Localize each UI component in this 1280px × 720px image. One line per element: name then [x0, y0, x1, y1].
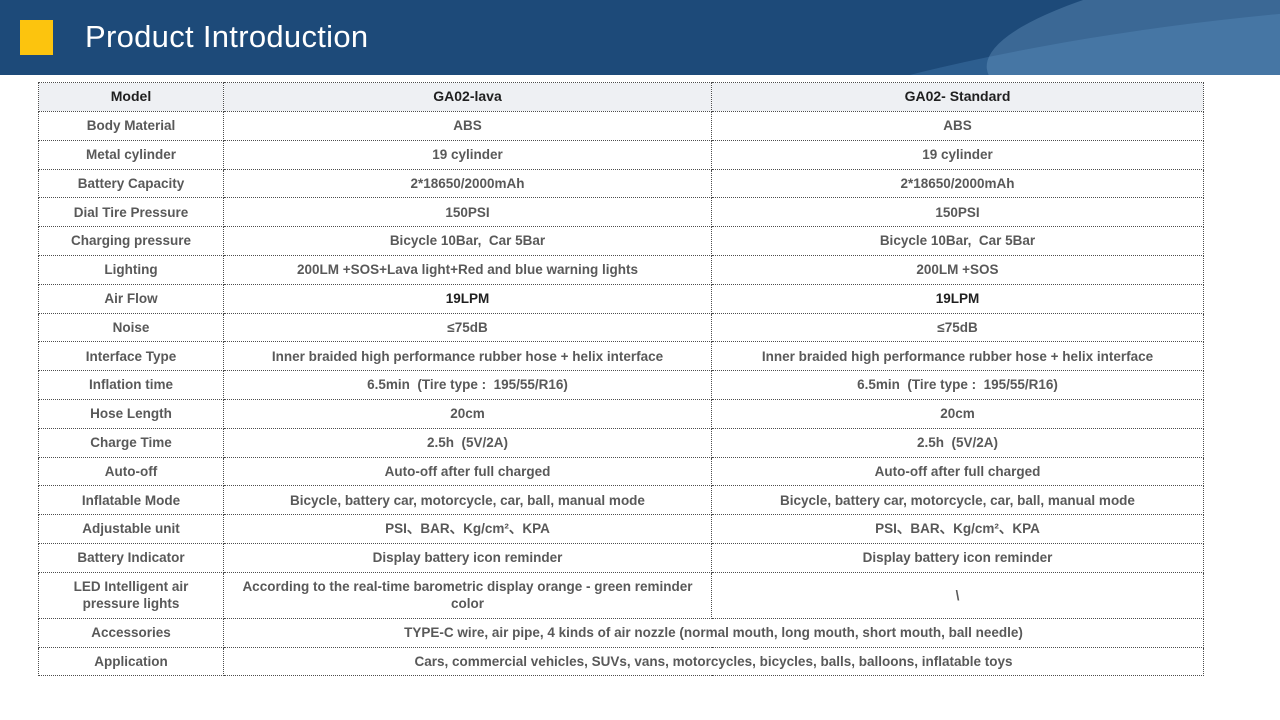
title-accent-square [20, 20, 53, 55]
row-accessories: Accessories TYPE-C wire, air pipe, 4 kin… [38, 617, 1204, 648]
row-inflation-time: Inflation time 6.5min (Tire type : 195/5… [38, 370, 1204, 400]
spec-label: Interface Type [38, 341, 224, 372]
row-battery-capacity: Battery Capacity 2*18650/2000mAh 2*18650… [38, 168, 1204, 199]
spec-value-lava: 20cm [223, 398, 712, 429]
row-hose-length: Hose Length 20cm 20cm [38, 398, 1204, 429]
banner-ellipse-decoration-2 [978, 0, 1280, 75]
spec-value-lava: Bicycle, battery car, motorcycle, car, b… [223, 485, 712, 516]
row-charge-time: Charge Time 2.5h (5V/2A) 2.5h (5V/2A) [38, 427, 1204, 458]
spec-value-lava: 150PSI [223, 197, 712, 228]
spec-value-standard: Inner braided high performance rubber ho… [711, 341, 1204, 372]
spec-value-lava: 2.5h (5V/2A) [223, 427, 712, 458]
spec-value-standard: Display battery icon reminder [711, 542, 1204, 573]
spec-label: Charging pressure [38, 226, 224, 256]
spec-label: Lighting [38, 254, 224, 285]
spec-label: Inflation time [38, 370, 224, 400]
row-dial-tire-pressure: Dial Tire Pressure 150PSI 150PSI [38, 197, 1204, 228]
spec-value-standard: 150PSI [711, 197, 1204, 228]
spec-value-standard: ABS [711, 111, 1204, 141]
row-application: Application Cars, commercial vehicles, S… [38, 646, 1204, 677]
spec-value-standard: PSI、BAR、Kg/cm²、KPA [711, 514, 1204, 544]
spec-value-lava: Bicycle 10Bar, Car 5Bar [223, 226, 712, 256]
spec-value-standard: ≤75dB [711, 312, 1204, 343]
spec-value-lava: Auto-off after full charged [223, 456, 712, 487]
spec-label: Air Flow [38, 283, 224, 314]
spec-value-lava: Display battery icon reminder [223, 542, 712, 573]
spec-label: Application [38, 646, 224, 677]
spec-value-standard: Bicycle 10Bar, Car 5Bar [711, 226, 1204, 256]
row-air-flow: Air Flow 19LPM 19LPM [38, 283, 1204, 314]
row-body-material: Body Material ABS ABS [38, 111, 1204, 141]
spec-value-standard: 20cm [711, 398, 1204, 429]
row-metal-cylinder: Metal cylinder 19 cylinder 19 cylinder [38, 139, 1204, 170]
spec-label: Metal cylinder [38, 139, 224, 170]
row-adjustable-unit: Adjustable unit PSI、BAR、Kg/cm²、KPA PSI、B… [38, 514, 1204, 544]
content-area: Model GA02-lava GA02- Standard Body Mate… [0, 75, 1280, 677]
spec-label: Charge Time [38, 427, 224, 458]
spec-value-lava: 2*18650/2000mAh [223, 168, 712, 199]
row-led-intelligent-air-pressure-lights: LED Intelligent air pressure lights Acco… [38, 571, 1204, 619]
column-header-ga02-standard: GA02- Standard [711, 82, 1204, 112]
spec-value-lava: ABS [223, 111, 712, 141]
header-row: Model GA02-lava GA02- Standard [38, 82, 1204, 112]
spec-value-lava: 6.5min (Tire type : 195/55/R16) [223, 370, 712, 400]
row-charging-pressure: Charging pressure Bicycle 10Bar, Car 5Ba… [38, 226, 1204, 256]
spec-value-lava: 19 cylinder [223, 139, 712, 170]
spec-value-standard: Auto-off after full charged [711, 456, 1204, 487]
spec-value-shared: TYPE-C wire, air pipe, 4 kinds of air no… [223, 617, 1204, 648]
spec-value-lava: According to the real-time barometric di… [223, 571, 712, 619]
spec-label: Noise [38, 312, 224, 343]
spec-value-standard: \ [711, 571, 1204, 619]
row-interface-type: Interface Type Inner braided high perfor… [38, 341, 1204, 372]
spec-label: Accessories [38, 617, 224, 648]
spec-value-standard: Bicycle, battery car, motorcycle, car, b… [711, 485, 1204, 516]
spec-label: LED Intelligent air pressure lights [38, 571, 224, 619]
row-battery-indicator: Battery Indicator Display battery icon r… [38, 542, 1204, 573]
spec-value-lava: 200LM +SOS+Lava light+Red and blue warni… [223, 254, 712, 285]
spec-value-standard: 19 cylinder [711, 139, 1204, 170]
spec-value-shared: Cars, commercial vehicles, SUVs, vans, m… [223, 646, 1204, 677]
row-noise: Noise ≤75dB ≤75dB [38, 312, 1204, 343]
column-header-model: Model [38, 82, 224, 112]
spec-label: Adjustable unit [38, 514, 224, 544]
spec-value-standard: 2*18650/2000mAh [711, 168, 1204, 199]
spec-value-lava: ≤75dB [223, 312, 712, 343]
spec-label: Hose Length [38, 398, 224, 429]
spec-label: Inflatable Mode [38, 485, 224, 516]
spec-label: Dial Tire Pressure [38, 197, 224, 228]
column-header-ga02-lava: GA02-lava [223, 82, 712, 112]
page-title: Product Introduction [85, 18, 369, 54]
title-banner: Product Introduction [0, 0, 1280, 75]
spec-comparison-table: Model GA02-lava GA02- Standard Body Mate… [38, 82, 1204, 677]
spec-value-lava: PSI、BAR、Kg/cm²、KPA [223, 514, 712, 544]
spec-value-lava: Inner braided high performance rubber ho… [223, 341, 712, 372]
spec-label: Auto-off [38, 456, 224, 487]
row-lighting: Lighting 200LM +SOS+Lava light+Red and b… [38, 254, 1204, 285]
spec-value-lava: 19LPM [223, 283, 712, 314]
spec-value-standard: 19LPM [711, 283, 1204, 314]
spec-value-standard: 6.5min (Tire type : 195/55/R16) [711, 370, 1204, 400]
row-auto-off: Auto-off Auto-off after full charged Aut… [38, 456, 1204, 487]
spec-label: Battery Indicator [38, 542, 224, 573]
spec-value-standard: 200LM +SOS [711, 254, 1204, 285]
spec-value-standard: 2.5h (5V/2A) [711, 427, 1204, 458]
row-inflatable-mode: Inflatable Mode Bicycle, battery car, mo… [38, 485, 1204, 516]
spec-label: Body Material [38, 111, 224, 141]
spec-label: Battery Capacity [38, 168, 224, 199]
